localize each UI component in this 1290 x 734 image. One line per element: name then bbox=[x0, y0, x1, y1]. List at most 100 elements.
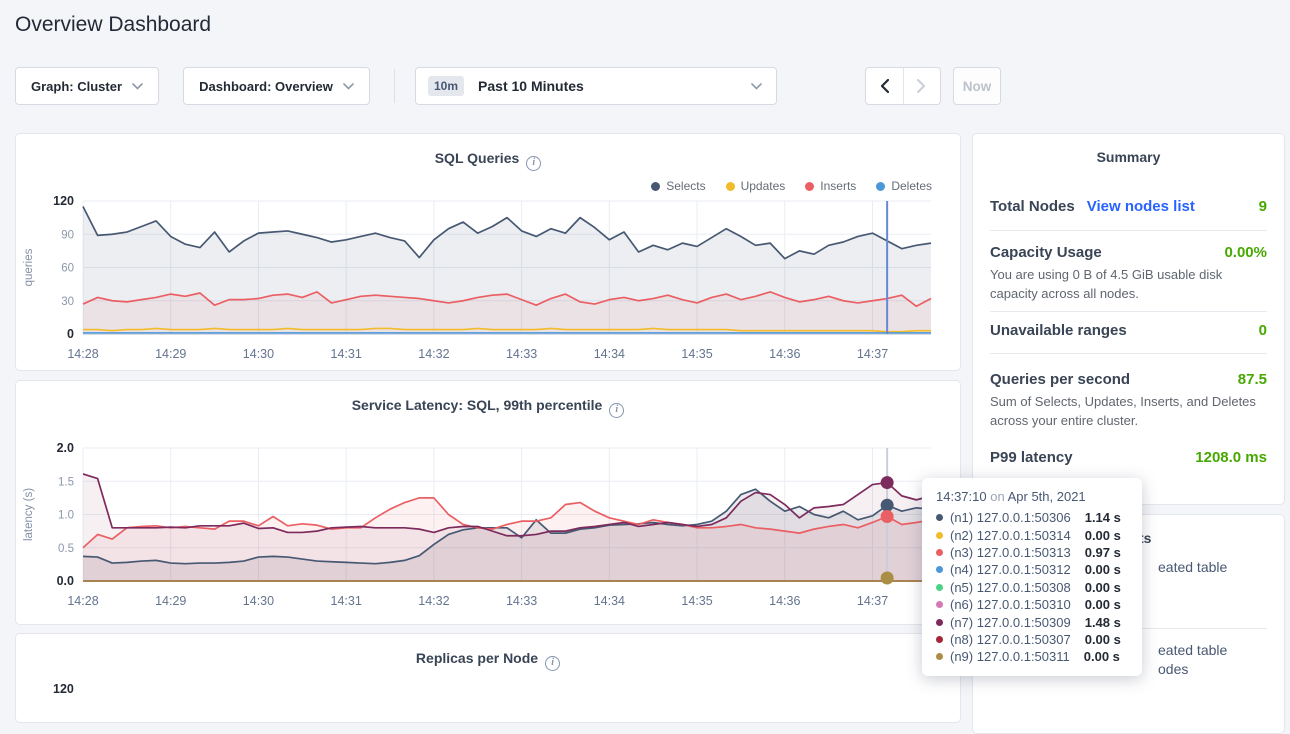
svg-text:0: 0 bbox=[67, 327, 74, 341]
svg-text:queries: queries bbox=[23, 248, 35, 286]
legend-dot-icon bbox=[651, 181, 661, 191]
svg-text:14:30: 14:30 bbox=[243, 347, 274, 361]
info-icon[interactable]: i bbox=[526, 156, 542, 171]
unavailable-ranges-label: Unavailable ranges bbox=[990, 322, 1127, 339]
tooltip-node-value: 1.14 s bbox=[1084, 510, 1121, 526]
tooltip-row: (n6) 127.0.0.1:50310 0.00 s bbox=[936, 596, 1132, 613]
tooltip-node-label: (n2) 127.0.0.1:50314 bbox=[950, 527, 1071, 543]
dashboard-dropdown[interactable]: Dashboard: Overview bbox=[183, 67, 370, 105]
service-latency-panel: Service Latency: SQL, 99th percentile i 0… bbox=[15, 380, 961, 625]
legend-item: Updates bbox=[725, 179, 786, 193]
tooltip-row: (n3) 127.0.0.1:50313 0.97 s bbox=[936, 544, 1132, 561]
svg-text:14:30: 14:30 bbox=[243, 594, 274, 608]
capacity-usage-desc: You are using 0 B of 4.5 GiB usable disk… bbox=[990, 267, 1223, 301]
p99-latency-label: P99 latency bbox=[990, 449, 1073, 466]
total-nodes-row: Total Nodes View nodes list 9 bbox=[990, 198, 1267, 215]
svg-text:60: 60 bbox=[61, 263, 74, 275]
service-latency-chart[interactable]: 0.0 0.5 1.0 1.5 2.0 14:28 14:29 14:30 14:31 14:32… bbox=[16, 436, 941, 613]
event-row-fragment: eated table bbox=[1158, 559, 1228, 575]
tooltip-row: (n7) 127.0.0.1:50309 1.48 s bbox=[936, 613, 1132, 630]
controls-divider bbox=[394, 69, 395, 103]
summary-panel: Summary Total Nodes View nodes list 9 Ca… bbox=[972, 133, 1285, 505]
chart-tooltip: 14:37:10 on Apr 5th, 2021 (n1) 127.0.0.1… bbox=[922, 478, 1142, 676]
svg-text:14:37: 14:37 bbox=[857, 347, 888, 361]
tooltip-node-value: 0.00 s bbox=[1084, 562, 1121, 578]
tooltip-time: 14:37:10 bbox=[936, 489, 987, 504]
info-icon[interactable]: i bbox=[545, 656, 561, 671]
svg-text:2.0: 2.0 bbox=[57, 441, 74, 455]
prev-range-button[interactable] bbox=[866, 68, 903, 104]
tooltip-rows: (n1) 127.0.0.1:50306 1.14 s (n2) 127.0.0.1… bbox=[936, 509, 1132, 666]
tooltip-row: (n9) 127.0.0.1:50311 0.00 s bbox=[936, 648, 1132, 665]
tooltip-node-label: (n8) 127.0.0.1:50307 bbox=[950, 631, 1071, 647]
svg-text:14:32: 14:32 bbox=[418, 347, 449, 361]
qps-value: 87.5 bbox=[1237, 371, 1267, 388]
unavailable-ranges-value: 0 bbox=[1258, 322, 1267, 339]
svg-text:14:29: 14:29 bbox=[155, 594, 186, 608]
tooltip-row: (n4) 127.0.0.1:50312 0.00 s bbox=[936, 561, 1132, 578]
svg-text:1.5: 1.5 bbox=[58, 476, 74, 488]
svg-text:0.5: 0.5 bbox=[58, 543, 74, 555]
legend-label: Deletes bbox=[891, 179, 932, 193]
tooltip-node-value: 1.48 s bbox=[1084, 614, 1121, 630]
svg-text:14:28: 14:28 bbox=[67, 347, 98, 361]
tooltip-node-label: (n4) 127.0.0.1:50312 bbox=[950, 562, 1071, 578]
tooltip-node-value: 0.00 s bbox=[1083, 649, 1120, 665]
chevron-down-icon bbox=[751, 82, 762, 90]
legend-label: Updates bbox=[740, 179, 786, 193]
svg-text:14:34: 14:34 bbox=[594, 594, 625, 608]
tooltip-node-label: (n6) 127.0.0.1:50310 bbox=[950, 597, 1071, 613]
tooltip-on-text: on bbox=[990, 489, 1005, 504]
svg-text:14:35: 14:35 bbox=[681, 594, 712, 608]
replicas-per-node-panel: Replicas per Node i bbox=[15, 633, 961, 723]
svg-text:14:37: 14:37 bbox=[857, 594, 888, 608]
legend-item: Deletes bbox=[876, 179, 932, 193]
p99-latency-row: P99 latency 1208.0 ms bbox=[990, 449, 1267, 466]
chart-title-text: SQL Queries bbox=[434, 150, 520, 166]
sql-queries-title: SQL Queries i bbox=[16, 150, 960, 171]
summary-heading: Summary bbox=[1096, 149, 1161, 165]
p99-latency-value: 1208.0 ms bbox=[1195, 449, 1267, 466]
total-nodes-label: Total Nodes bbox=[990, 198, 1075, 215]
svg-text:14:34: 14:34 bbox=[594, 347, 625, 361]
series-dot-icon bbox=[936, 566, 943, 574]
qps-desc: Sum of Selects, Updates, Inserts, and De… bbox=[990, 394, 1256, 428]
svg-text:14:33: 14:33 bbox=[506, 347, 537, 361]
svg-text:14:31: 14:31 bbox=[331, 347, 362, 361]
legend-dot-icon bbox=[725, 181, 735, 191]
tooltip-row: (n1) 127.0.0.1:50306 1.14 s bbox=[936, 509, 1132, 526]
replicas-per-node-title: Replicas per Node i bbox=[16, 650, 960, 671]
legend-label: Selects bbox=[666, 179, 706, 193]
capacity-usage-value: 0.00% bbox=[1224, 244, 1267, 261]
graph-dropdown[interactable]: Graph: Cluster bbox=[15, 67, 159, 105]
sql-queries-chart[interactable]: 0 30 60 90 120 14:28 14:29 14:30 14:31 14:32 14:33… bbox=[16, 189, 941, 366]
info-icon[interactable]: i bbox=[609, 403, 625, 418]
tooltip-node-value: 0.00 s bbox=[1084, 631, 1121, 647]
total-nodes-value: 9 bbox=[1258, 198, 1267, 215]
view-nodes-list-link[interactable]: View nodes list bbox=[1086, 198, 1195, 215]
time-range-badge: 10m bbox=[428, 76, 465, 96]
qps-row: Queries per second 87.5 bbox=[990, 371, 1267, 388]
legend-item: Inserts bbox=[805, 179, 856, 193]
time-range-picker[interactable]: 10m Past 10 Minutes bbox=[415, 67, 777, 105]
series-dot-icon bbox=[936, 618, 943, 626]
tooltip-row: (n8) 127.0.0.1:50307 0.00 s bbox=[936, 631, 1132, 648]
sql-queries-legend: Selects Updates Inserts Deletes bbox=[651, 179, 932, 193]
next-range-button[interactable] bbox=[902, 68, 941, 104]
now-button[interactable]: Now bbox=[953, 67, 1001, 105]
sql-queries-panel: SQL Queries i Selects Updates Inserts Delete… bbox=[15, 133, 961, 371]
tooltip-node-value: 0.00 s bbox=[1084, 527, 1121, 543]
series-dot-icon bbox=[936, 531, 943, 539]
time-range-label: Past 10 Minutes bbox=[478, 78, 584, 94]
svg-text:1.0: 1.0 bbox=[58, 510, 74, 522]
svg-text:120: 120 bbox=[53, 194, 74, 208]
tooltip-node-value: 0.97 s bbox=[1084, 544, 1121, 560]
legend-item: Selects bbox=[651, 179, 706, 193]
divider bbox=[990, 230, 1267, 231]
series-dot-icon bbox=[936, 514, 943, 522]
tooltip-node-label: (n5) 127.0.0.1:50308 bbox=[950, 579, 1071, 595]
tooltip-row: (n2) 127.0.0.1:50314 0.00 s bbox=[936, 526, 1132, 543]
tooltip-timestamp: 14:37:10 on Apr 5th, 2021 bbox=[936, 487, 1132, 506]
divider bbox=[990, 353, 1267, 354]
svg-text:14:35: 14:35 bbox=[681, 347, 712, 361]
